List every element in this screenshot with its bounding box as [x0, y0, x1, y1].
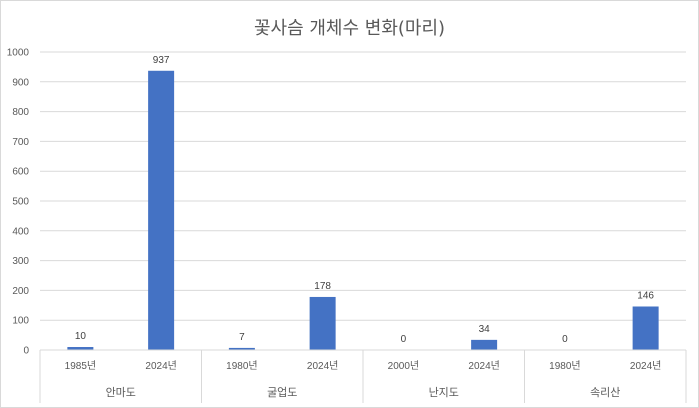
x-tick-label: 2024년 [630, 360, 661, 372]
data-label: 10 [75, 331, 87, 342]
data-label: 34 [479, 324, 491, 335]
y-tick-label: 400 [12, 226, 29, 237]
chart-title: 꽃사슴 개체수 변화(마리) [253, 18, 446, 39]
bar [67, 347, 94, 350]
y-tick-label: 200 [12, 286, 29, 297]
y-tick-label: 300 [12, 256, 29, 267]
y-tick-label: 1000 [7, 48, 30, 59]
y-tick-label: 700 [12, 137, 29, 148]
data-label: 0 [401, 334, 407, 345]
bar [632, 306, 659, 350]
x-tick-label: 2024년 [468, 360, 499, 372]
data-label: 146 [637, 290, 654, 301]
bar [148, 70, 175, 351]
y-tick-label: 900 [12, 77, 29, 88]
group-label: 난지도 [429, 386, 459, 399]
data-label: 937 [153, 55, 170, 66]
data-label: 0 [562, 334, 568, 345]
y-tick-label: 600 [12, 167, 29, 178]
x-tick-label: 2000년 [388, 360, 419, 372]
x-tick-label: 1980년 [549, 360, 580, 372]
x-tick-label: 2024년 [307, 360, 338, 372]
bar [471, 339, 498, 350]
x-tick-label: 2024년 [145, 360, 176, 372]
group-label: 굴업도 [267, 386, 297, 399]
group-label: 속리산 [590, 386, 620, 399]
bar [309, 296, 336, 350]
group-label: 안마도 [106, 386, 136, 399]
y-tick-label: 100 [12, 316, 29, 327]
x-tick-label: 1985년 [65, 360, 96, 372]
y-tick-label: 0 [23, 346, 29, 357]
y-tick-label: 800 [12, 107, 29, 118]
x-tick-label: 1980년 [226, 360, 257, 372]
data-label: 7 [239, 332, 245, 343]
data-label: 178 [314, 281, 331, 292]
y-tick-label: 500 [12, 197, 29, 208]
bar [228, 347, 255, 350]
